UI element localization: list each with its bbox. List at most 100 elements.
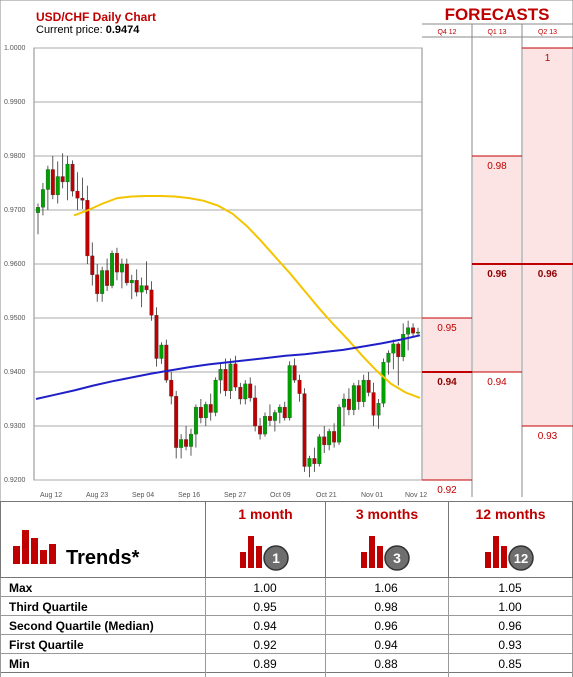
candle-body bbox=[327, 431, 332, 446]
candle-body bbox=[346, 398, 351, 410]
candle-body bbox=[361, 379, 366, 402]
col-1-month: 1 month 1 bbox=[205, 501, 326, 578]
candle-body bbox=[119, 263, 124, 273]
forecast-value-label: 0.92 bbox=[437, 485, 457, 496]
candle-body bbox=[115, 253, 119, 273]
table-row-median: Second Quartile (Median) 0.94 0.96 0.96 bbox=[0, 616, 573, 635]
candle-body bbox=[317, 436, 322, 464]
y-tick-label: 0.9800 bbox=[4, 153, 26, 160]
bar-chart-icon bbox=[13, 530, 56, 564]
candle-body bbox=[248, 383, 253, 399]
trend-badge-1-icon: 1 bbox=[240, 536, 289, 571]
table-row-min: Min 0.89 0.88 0.85 bbox=[0, 654, 573, 673]
row-label: Third Quartile bbox=[9, 600, 88, 614]
candle-body bbox=[198, 406, 203, 419]
candle-body bbox=[203, 404, 208, 419]
y-tick-label: 0.9300 bbox=[4, 423, 26, 430]
candle-body bbox=[80, 197, 85, 201]
candle-body bbox=[169, 379, 174, 397]
trends-header-cell: Trends* bbox=[0, 501, 206, 578]
candle-body bbox=[371, 392, 376, 416]
candle-body bbox=[129, 280, 134, 284]
y-tick-label: 0.9900 bbox=[4, 99, 26, 106]
x-tick-label: Sep 04 bbox=[132, 492, 154, 499]
cell-value: 0.95 bbox=[253, 600, 277, 614]
col-3-months-title: 3 months bbox=[355, 506, 419, 522]
candle-body bbox=[154, 315, 159, 359]
col-12-months: 12 months 12 bbox=[448, 501, 573, 578]
trends-label: Trends* bbox=[66, 547, 140, 569]
col-1-month-title: 1 month bbox=[238, 506, 293, 522]
candle-body bbox=[302, 393, 307, 467]
candle-body bbox=[85, 200, 90, 257]
cell-value: 1.00 bbox=[498, 600, 522, 614]
candle-body bbox=[272, 412, 277, 421]
candle-body bbox=[386, 352, 391, 363]
y-tick-label: 0.9400 bbox=[4, 369, 26, 376]
candle-body bbox=[124, 263, 129, 284]
candle-body bbox=[282, 406, 287, 419]
candle-body bbox=[149, 289, 154, 316]
trends-table: Trends* 1 month 1 3 months 3 12 months 1… bbox=[0, 501, 573, 677]
candle-body bbox=[50, 169, 55, 196]
x-tick-label: Nov 12 bbox=[405, 492, 427, 499]
forecast-col-label: Q4 12 bbox=[437, 29, 456, 36]
y-tick-label: 0.9200 bbox=[4, 477, 26, 484]
trend-badge-12-text: 12 bbox=[514, 551, 528, 566]
cell-value: 0.98 bbox=[374, 600, 398, 614]
current-price-label: Current price: bbox=[36, 24, 103, 36]
candle-body bbox=[411, 327, 416, 334]
table-divider bbox=[325, 578, 326, 677]
y-tick-label: 0.9500 bbox=[4, 315, 26, 322]
candle-body bbox=[193, 406, 198, 435]
candle-body bbox=[292, 365, 297, 381]
forecast-value-label: 0.96 bbox=[538, 269, 558, 280]
candle-body bbox=[213, 379, 218, 413]
candle-body bbox=[218, 369, 223, 381]
candle-body bbox=[391, 343, 396, 354]
cell-value: 1.00 bbox=[253, 581, 277, 595]
row-label: Min bbox=[9, 657, 30, 671]
candle-body bbox=[267, 416, 272, 421]
candle-body bbox=[65, 163, 70, 183]
table-row-first-quartile: First Quartile 0.92 0.94 0.93 bbox=[0, 635, 573, 654]
candle-body bbox=[139, 285, 144, 293]
forecast-value-label: 0.95 bbox=[437, 323, 457, 334]
cell-value: 0.96 bbox=[498, 619, 522, 633]
candle-body bbox=[75, 190, 80, 199]
candle-body bbox=[189, 433, 193, 447]
candle-body bbox=[70, 163, 75, 192]
table-row-third-quartile: Third Quartile 0.95 0.98 1.00 bbox=[0, 597, 573, 616]
row-label: Second Quartile (Median) bbox=[9, 619, 154, 633]
candle-body bbox=[179, 439, 184, 448]
chart-title: USD/CHF Daily Chart bbox=[36, 10, 157, 24]
table-divider bbox=[448, 578, 449, 677]
candle-body bbox=[366, 379, 371, 393]
candle-body bbox=[351, 385, 356, 410]
candle-body bbox=[95, 274, 100, 294]
y-tick-label: 0.9700 bbox=[4, 207, 26, 214]
candle-body bbox=[208, 404, 213, 413]
trend-badge-1-text: 1 bbox=[272, 550, 280, 566]
cell-value: 0.89 bbox=[253, 657, 277, 671]
cell-value: 1.05 bbox=[498, 581, 522, 595]
candle-body bbox=[381, 362, 386, 404]
forecast-col-label: Q1 13 bbox=[487, 29, 506, 36]
row-label: Max bbox=[9, 581, 33, 595]
table-divider bbox=[205, 578, 206, 677]
x-tick-label: Aug 23 bbox=[86, 492, 108, 499]
x-tick-label: Nov 01 bbox=[361, 492, 383, 499]
candle-body bbox=[337, 406, 341, 443]
moving-average-short-line bbox=[73, 195, 421, 399]
candle-body bbox=[322, 436, 327, 446]
forecast-value-label: 1 bbox=[545, 53, 551, 64]
usdchf-forecast-chart: 1.0000 0.9900 0.9800 0.9700 0.9600 0.9500 0.94… bbox=[0, 0, 573, 503]
cell-value: 1.06 bbox=[374, 581, 398, 595]
candle-body bbox=[223, 369, 228, 392]
x-tick-label: Aug 12 bbox=[40, 492, 62, 499]
col-12-months-title: 12 months bbox=[475, 506, 546, 522]
candle-body bbox=[45, 169, 50, 190]
candle-body bbox=[164, 344, 169, 381]
forecast-value-label: 0.94 bbox=[487, 377, 507, 388]
moving-average-long-line bbox=[35, 334, 421, 400]
